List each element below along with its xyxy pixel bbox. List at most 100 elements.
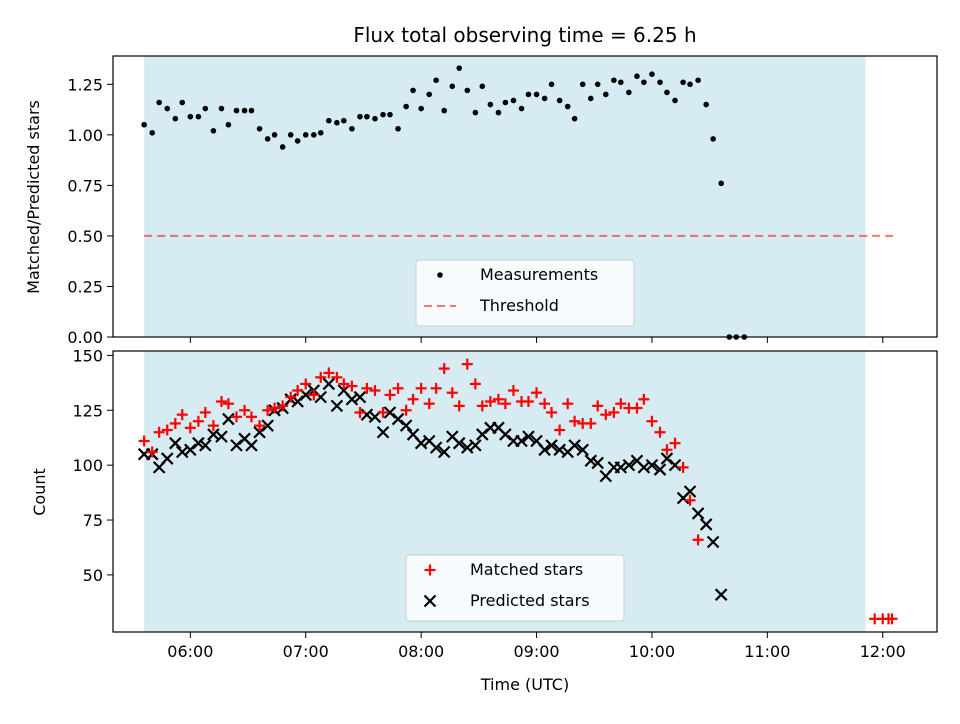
- bottom-y-tick-label: 150: [72, 346, 103, 365]
- bottom-y-tick-label: 50: [83, 566, 103, 585]
- matched-star-point: [199, 406, 211, 418]
- predicted-star-point: [584, 454, 598, 468]
- matched-star-point: [245, 411, 257, 423]
- x-stroke: [422, 434, 436, 448]
- measurement-point: [233, 107, 240, 114]
- x-stroke: [345, 393, 359, 406]
- x-stroke: [645, 458, 659, 472]
- predicted-star-point: [576, 443, 589, 457]
- predicted-star-point: [376, 425, 390, 439]
- legend-label: Threshold: [479, 296, 559, 315]
- x-stroke: [222, 412, 235, 426]
- matched-star-point: [407, 393, 419, 405]
- measurement-point: [364, 113, 370, 120]
- measurement-point: [225, 121, 232, 128]
- measurement-point: [649, 71, 655, 77]
- measurement-point: [418, 105, 424, 112]
- matched-star-point: [484, 395, 496, 407]
- x-stroke: [215, 430, 228, 443]
- x-stroke: [245, 439, 258, 452]
- predicted-star-point: [199, 439, 212, 452]
- bottom-x-tick-label: 06:00: [167, 642, 213, 661]
- measurement-point: [510, 97, 517, 104]
- predicted-star-point: [668, 458, 682, 472]
- measurement-point: [357, 113, 363, 120]
- predicted-star-point: [699, 518, 713, 531]
- measurement-point: [195, 113, 202, 120]
- predicted-star-point: [515, 434, 528, 448]
- x-stroke: [545, 439, 558, 452]
- matched-star-point: [646, 415, 658, 427]
- measurement-point: [164, 105, 171, 112]
- x-stroke: [261, 419, 274, 432]
- x-stroke: [429, 441, 443, 454]
- predicted-star-point: [683, 485, 697, 498]
- x-stroke: [238, 432, 251, 446]
- x-stroke: [584, 454, 598, 468]
- measurement-point: [302, 132, 309, 138]
- matched-star-point: [239, 404, 251, 416]
- legend-label: Matched stars: [470, 560, 583, 579]
- x-stroke: [391, 412, 405, 426]
- bottom-y-tick-label: 75: [83, 511, 103, 530]
- legend-predicted-marker: [423, 594, 437, 608]
- matched-star-point: [400, 404, 412, 416]
- predicted-star-point: [399, 419, 413, 432]
- measurement-point: [241, 107, 248, 114]
- measurement-point: [487, 101, 494, 108]
- measurement-point: [294, 138, 301, 144]
- matched-star-point: [369, 385, 381, 397]
- matched-star-point: [377, 406, 389, 418]
- matched-star-point: [539, 398, 551, 410]
- matched-star-point: [153, 426, 165, 438]
- matched-star-point: [654, 426, 666, 438]
- measurement-point: [172, 115, 179, 122]
- matched-star-point: [331, 371, 343, 383]
- predicted-star-point: [245, 439, 258, 452]
- measurement-point: [264, 136, 271, 142]
- matched-star-point: [346, 380, 358, 392]
- matched-star-point: [507, 385, 519, 397]
- predicted-star-point: [215, 430, 228, 443]
- measurement-point: [449, 83, 456, 90]
- measurement-point: [548, 81, 555, 88]
- matched-star-point: [423, 398, 435, 410]
- predicted-star-point: [322, 377, 336, 391]
- measurement-point: [541, 95, 548, 102]
- x-stroke: [630, 454, 644, 468]
- x-stroke: [383, 406, 397, 419]
- x-stroke: [469, 439, 482, 452]
- x-stroke: [683, 485, 697, 498]
- matched-star-point: [392, 382, 404, 394]
- measurement-point: [256, 125, 263, 132]
- predicted-star-point: [160, 452, 174, 465]
- measurement-point: [210, 127, 217, 134]
- measurement-point: [672, 97, 678, 104]
- matched-star-point: [600, 409, 612, 421]
- measurement-point: [495, 109, 502, 116]
- measurement-point: [403, 103, 409, 110]
- measurement-point: [533, 91, 540, 98]
- matched-star-point: [269, 402, 281, 414]
- measurement-point: [611, 77, 617, 84]
- matched-star-point: [192, 415, 204, 427]
- x-stroke: [530, 434, 543, 448]
- matched-star-point: [446, 387, 458, 399]
- matched-star-point: [161, 424, 173, 436]
- x-stroke: [169, 436, 182, 450]
- measurement-point: [279, 144, 286, 150]
- legend-label: Predicted stars: [470, 591, 590, 610]
- measurement-point: [703, 101, 709, 108]
- matched-star-point: [292, 385, 304, 397]
- measurement-point: [602, 91, 609, 98]
- measurement-point: [464, 87, 471, 94]
- matched-star-point: [361, 382, 373, 394]
- measurement-point: [479, 83, 486, 90]
- matched-star-point: [146, 446, 158, 458]
- x-stroke: [706, 535, 720, 549]
- predicted-star-point: [714, 588, 728, 601]
- measurement-point: [718, 180, 724, 187]
- x-stroke: [499, 428, 512, 441]
- measurement-point: [334, 119, 340, 126]
- predicted-star-point: [568, 439, 581, 452]
